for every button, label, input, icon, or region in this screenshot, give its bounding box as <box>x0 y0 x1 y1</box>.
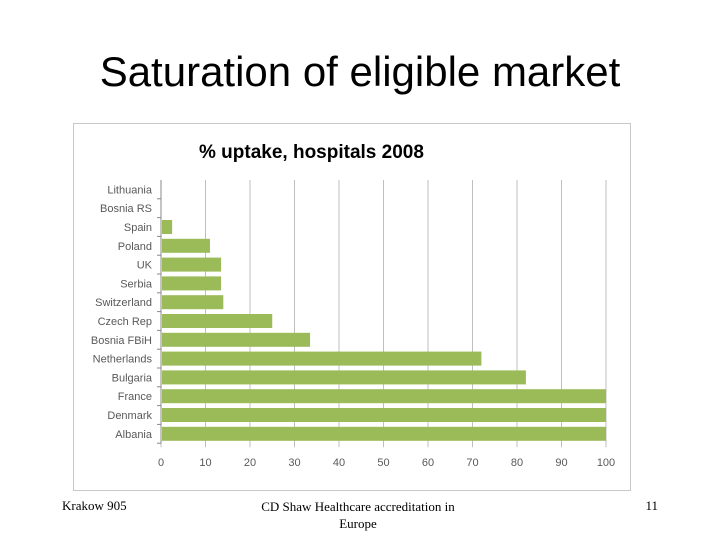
footer-page-number: 11 <box>645 498 658 513</box>
category-label: Czech Rep <box>98 316 152 328</box>
category-label: Bulgaria <box>112 372 153 384</box>
category-label: Serbia <box>120 278 153 290</box>
bar <box>162 276 222 291</box>
bar <box>162 220 173 234</box>
category-label: Albania <box>115 429 153 441</box>
x-tick-label: 100 <box>597 457 615 469</box>
bar <box>162 314 273 328</box>
bar <box>162 332 311 347</box>
bar <box>162 389 606 404</box>
category-label: France <box>118 391 152 403</box>
x-tick-label: 10 <box>199 457 211 469</box>
x-tick-label: 20 <box>244 457 256 469</box>
category-label: Poland <box>118 241 152 253</box>
footer-source-line-1: CD Shaw Healthcare accreditation in <box>261 499 455 514</box>
bar <box>162 295 224 310</box>
bar <box>162 408 606 422</box>
bar <box>162 257 222 272</box>
category-label: Lithuania <box>107 184 153 196</box>
x-tick-label: 70 <box>466 457 478 469</box>
category-label: Bosnia FBiH <box>91 335 152 347</box>
uptake-bar-chart: % uptake, hospitals 2008 0 10 20 30 40 50 60 70 8… <box>91 142 615 469</box>
bar <box>162 351 482 366</box>
category-label: UK <box>137 260 153 272</box>
bar <box>162 238 210 253</box>
bar <box>162 426 606 441</box>
category-label: Denmark <box>107 410 152 422</box>
x-tick-label: 40 <box>333 457 345 469</box>
footer-source-line-2: Europe <box>339 516 377 531</box>
x-tick-label: 0 <box>158 457 164 469</box>
footer-source: CD Shaw Healthcare accreditation in Euro… <box>230 498 486 532</box>
chart-frame: % uptake, hospitals 2008 0 10 20 30 40 50 60 70 8… <box>73 123 631 491</box>
x-tick-label: 80 <box>511 457 523 469</box>
category-label: Switzerland <box>95 297 152 309</box>
category-label: Spain <box>124 222 152 234</box>
category-label: Netherlands <box>93 354 153 366</box>
x-tick-label: 30 <box>288 457 300 469</box>
x-tick-label: 50 <box>377 457 389 469</box>
bar <box>162 370 526 385</box>
x-tick-label: 60 <box>422 457 434 469</box>
x-tick-label: 90 <box>555 457 567 469</box>
chart-title: % uptake, hospitals 2008 <box>199 142 424 163</box>
category-label: Bosnia RS <box>100 203 152 215</box>
slide-title: Saturation of eligible market <box>99 48 621 95</box>
footer-location: Krakow 905 <box>62 498 127 513</box>
